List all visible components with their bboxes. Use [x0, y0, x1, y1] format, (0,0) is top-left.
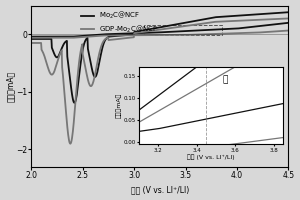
- Y-axis label: 电流（mA）: 电流（mA）: [6, 71, 15, 102]
- Bar: [144, 25, 221, 35]
- X-axis label: 电压 (V vs. LI⁺/LI): 电压 (V vs. LI⁺/LI): [131, 185, 189, 194]
- Legend: Mo$_2$C@NCF, GDP-Mo$_2$C@NCF: Mo$_2$C@NCF, GDP-Mo$_2$C@NCF: [78, 7, 161, 37]
